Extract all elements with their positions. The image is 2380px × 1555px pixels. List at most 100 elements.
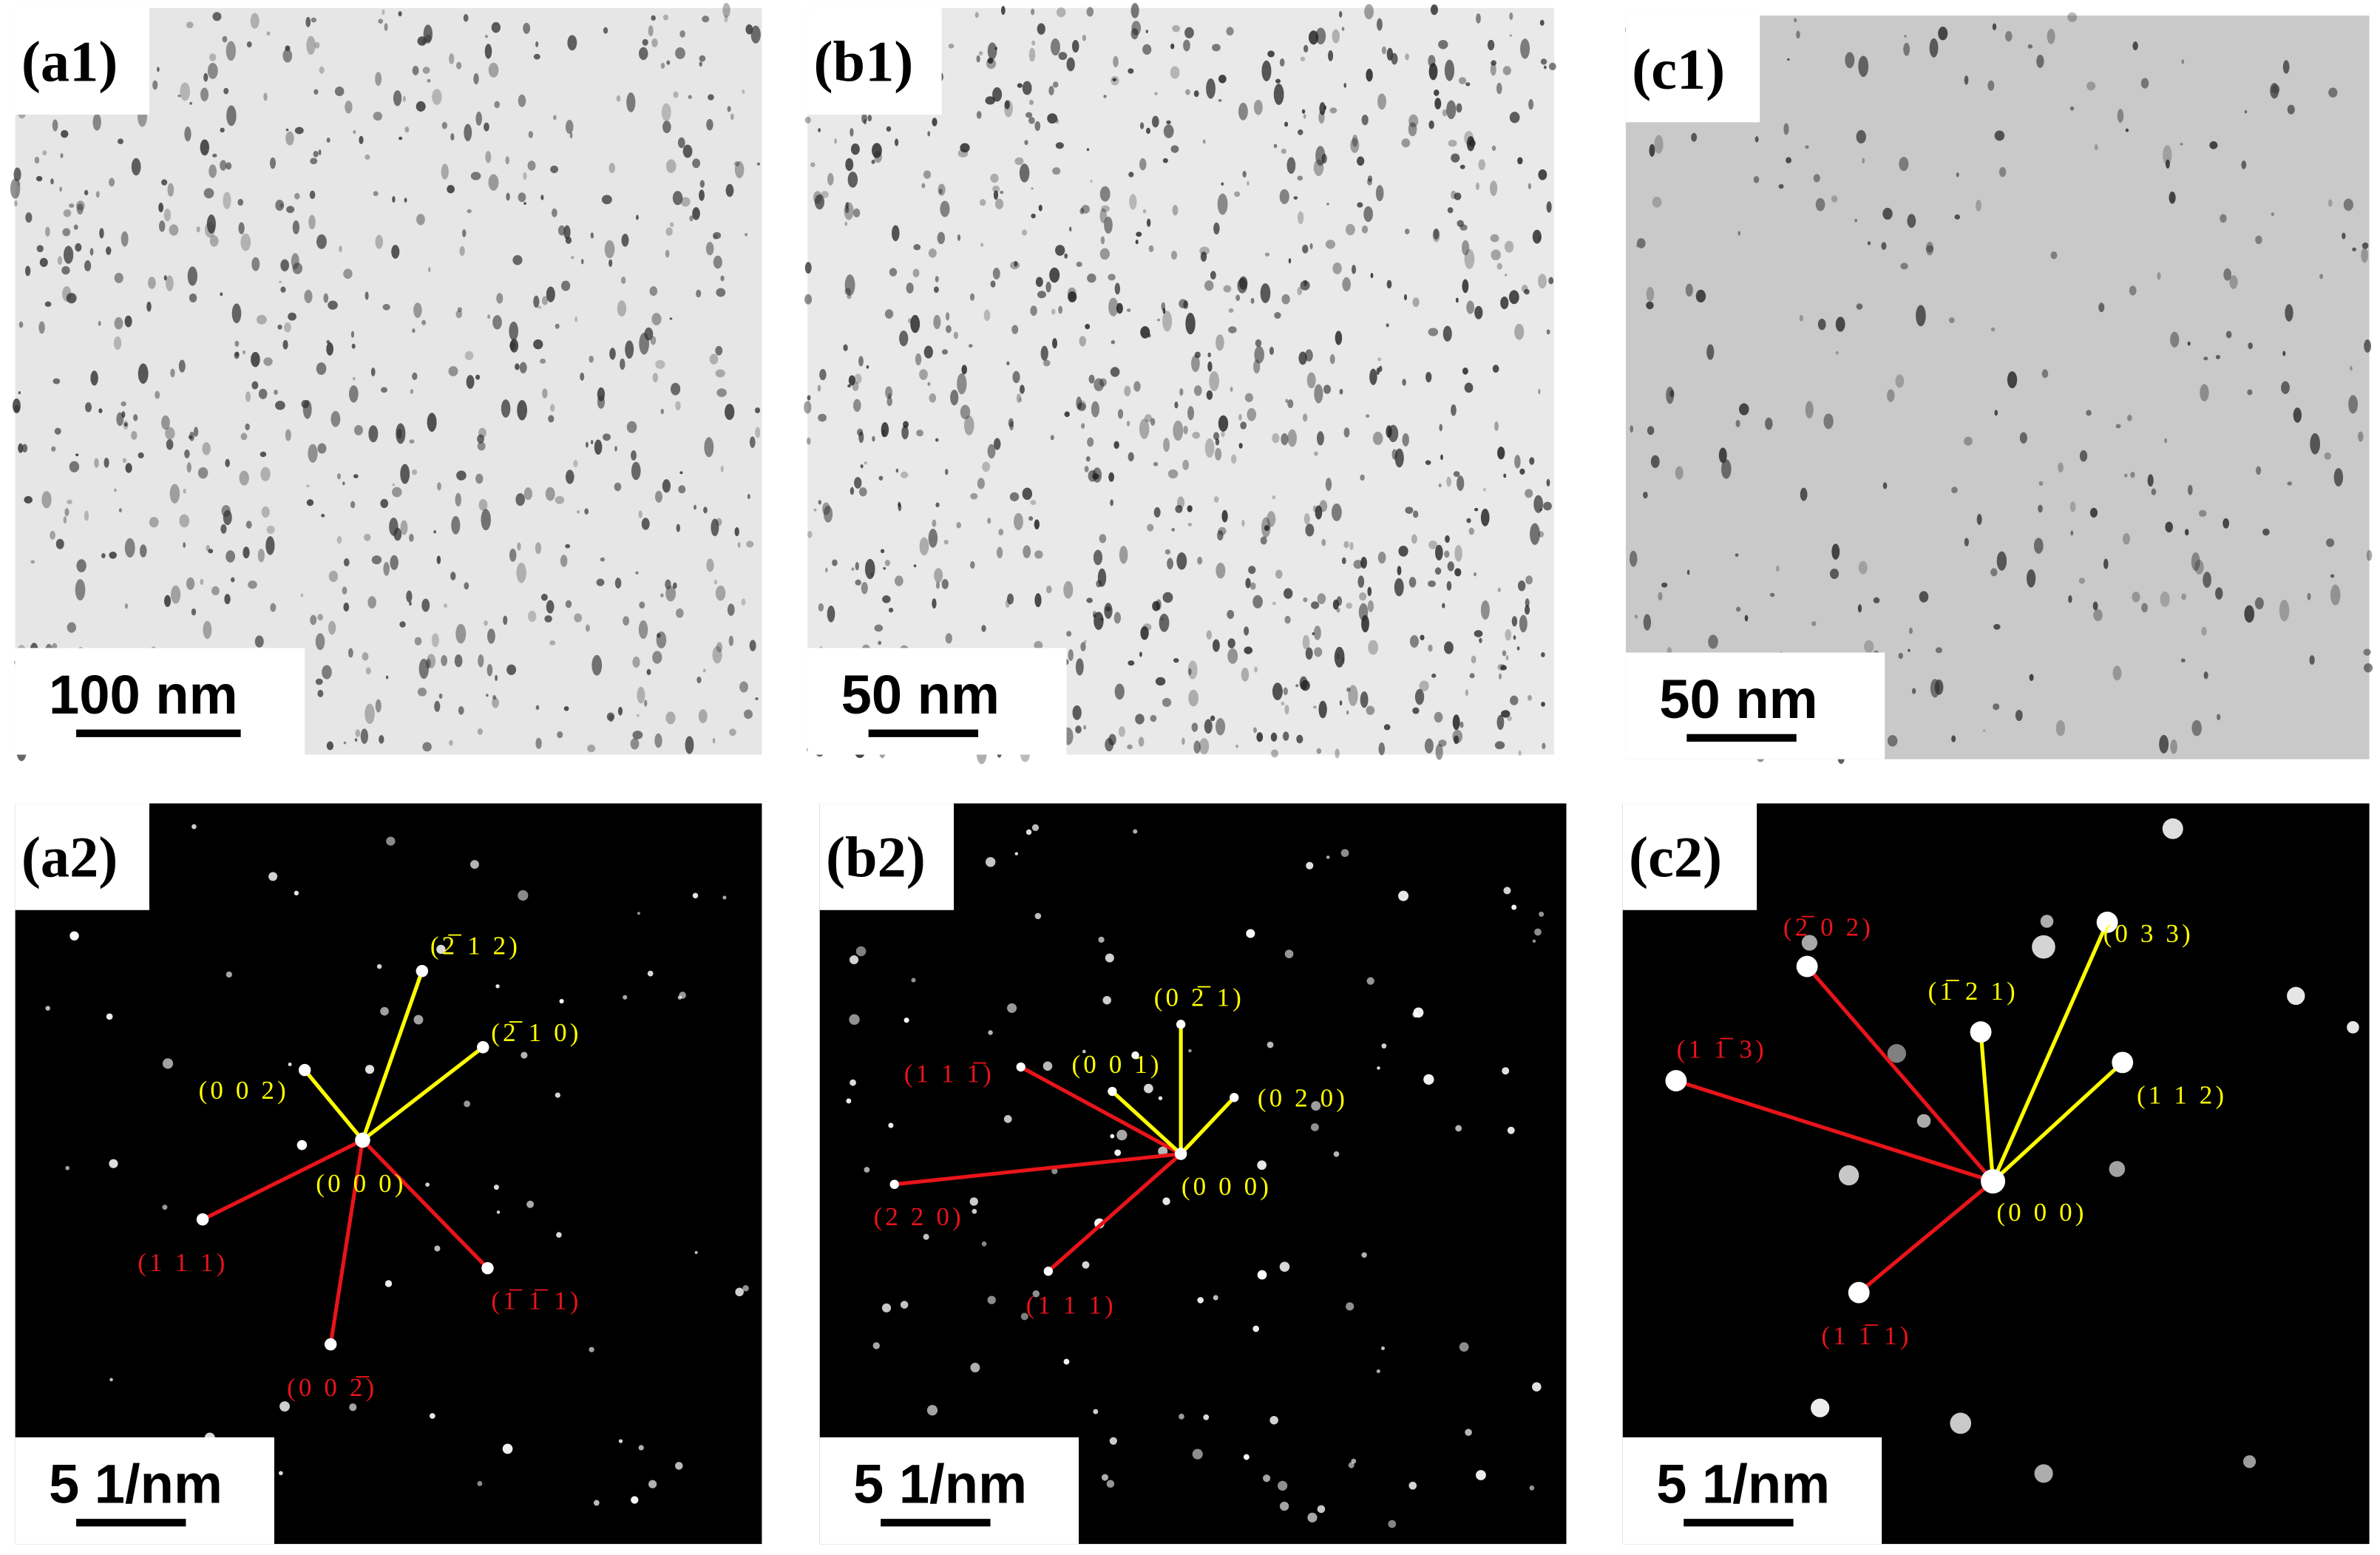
precipitate [1434, 711, 1443, 723]
precipitate [2141, 603, 2149, 613]
precipitate [51, 446, 56, 452]
precipitate [1110, 499, 1113, 507]
precipitate [1191, 355, 1200, 373]
diffraction-spot [429, 1413, 435, 1419]
precipitate [12, 398, 21, 413]
precipitate [581, 259, 584, 265]
precipitate [705, 242, 714, 256]
precipitate [656, 631, 667, 648]
precipitate [527, 610, 537, 623]
precipitate [1649, 143, 1655, 157]
precipitate [590, 232, 594, 239]
precipitate [935, 502, 940, 508]
precipitate [1199, 738, 1210, 755]
precipitate [1996, 551, 2007, 571]
precipitate [478, 498, 488, 511]
precipitate [1010, 261, 1020, 270]
precipitate [1162, 697, 1172, 707]
precipitate [1254, 346, 1264, 364]
precipitate [1217, 530, 1224, 541]
precipitate [699, 55, 706, 62]
precipitate [1454, 735, 1459, 745]
precipitate [2058, 462, 2064, 472]
precipitate [1964, 538, 1970, 546]
precipitate [549, 640, 556, 646]
precipitate [934, 568, 943, 583]
precipitate [1474, 305, 1483, 319]
precipitate [1994, 410, 1998, 416]
precipitate [99, 228, 104, 239]
precipitate [976, 55, 980, 63]
precipitate [1244, 646, 1253, 654]
precipitate [963, 415, 974, 436]
precipitate [745, 233, 748, 237]
precipitate [1398, 546, 1408, 557]
precipitate [1987, 80, 1995, 91]
precipitate [475, 111, 483, 126]
precipitate [1206, 390, 1213, 400]
precipitate [1163, 124, 1174, 138]
precipitate [1030, 305, 1037, 316]
precipitate [565, 600, 572, 609]
precipitate [352, 376, 356, 381]
precipitate [1409, 634, 1419, 648]
precipitate [1126, 421, 1130, 427]
precipitate [1130, 3, 1139, 18]
precipitate [1179, 387, 1184, 396]
precipitate [608, 714, 614, 722]
diffraction-spot [675, 1462, 683, 1470]
precipitate [152, 80, 158, 90]
precipitate [1103, 95, 1107, 98]
precipitate [1813, 174, 1820, 183]
diffraction-spot [69, 931, 79, 941]
precipitate [1377, 357, 1382, 362]
precipitate [161, 415, 170, 430]
precipitate [1359, 592, 1367, 601]
precipitate [393, 527, 402, 541]
precipitate [169, 484, 180, 504]
precipitate [2203, 572, 2211, 588]
precipitate [1695, 289, 1706, 303]
indexed-spot [1230, 1093, 1239, 1102]
precipitate [104, 457, 109, 468]
precipitate [1532, 229, 1542, 244]
precipitate [1303, 597, 1308, 603]
precipitate [2247, 389, 2253, 396]
precipitate [910, 314, 921, 333]
precipitate [1086, 597, 1094, 603]
precipitate [2271, 84, 2280, 94]
precipitate [207, 62, 218, 79]
precipitate [223, 509, 232, 526]
index-label: (0 2̅ 1) [1154, 983, 1244, 1012]
precipitate [1916, 305, 1926, 327]
precipitate [1413, 510, 1419, 518]
precipitate [326, 138, 330, 143]
precipitate [1133, 381, 1141, 392]
precipitate [284, 322, 291, 333]
diffraction-spot [631, 1496, 639, 1504]
diffraction-spot [1197, 1297, 1204, 1304]
scale-bar-label: 50 nm [1659, 668, 1817, 730]
precipitate [679, 471, 683, 475]
diffraction-spot [969, 1197, 978, 1206]
precipitate [371, 555, 382, 565]
precipitate [662, 14, 669, 21]
precipitate [533, 339, 543, 350]
precipitate [692, 207, 700, 220]
precipitate [1192, 431, 1201, 439]
precipitate [1386, 280, 1392, 289]
diffraction-spot [1179, 1413, 1184, 1420]
precipitate [200, 87, 209, 102]
precipitate [685, 736, 694, 754]
precipitate [608, 163, 616, 174]
precipitate [730, 113, 734, 121]
precipitate [425, 34, 432, 42]
diffraction-spot [2032, 935, 2055, 959]
precipitate [675, 47, 685, 59]
precipitate [2004, 31, 2013, 42]
precipitate [741, 598, 746, 606]
precipitate [1206, 78, 1216, 99]
precipitate [1328, 50, 1334, 61]
diffraction-spot [1082, 1049, 1086, 1054]
precipitate [393, 90, 402, 106]
